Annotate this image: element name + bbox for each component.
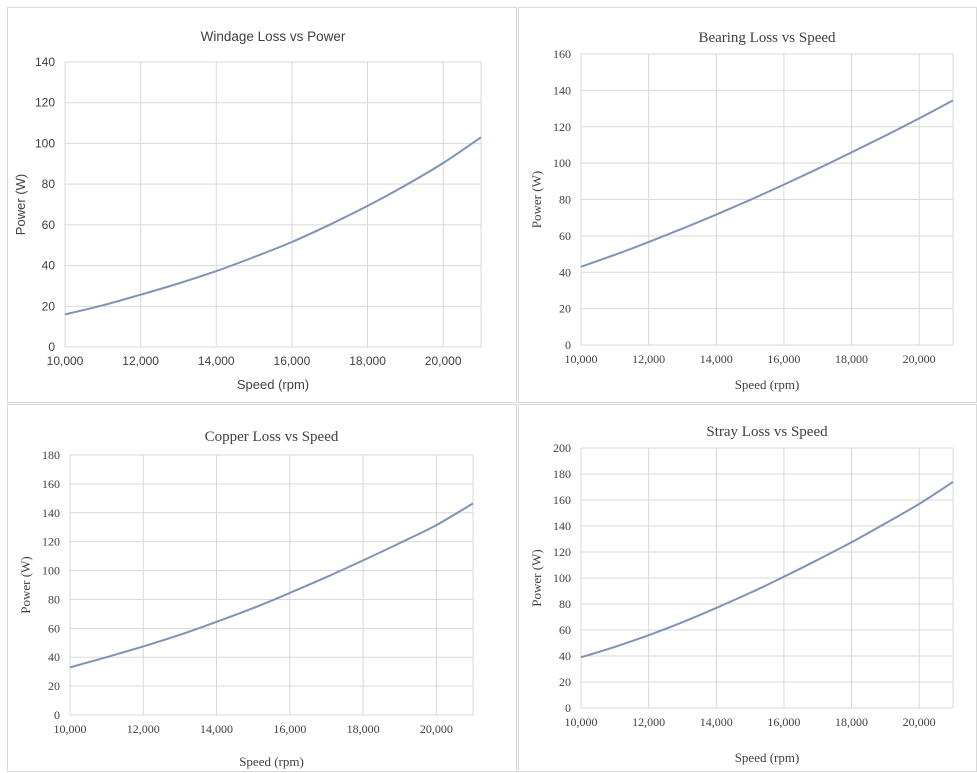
y-tick-label: 140 [553,519,571,533]
y-tick-label: 40 [559,265,571,279]
stray-y-axis-label: Power (W) [529,549,544,606]
copper-x-axis-label: Speed (rpm) [239,754,304,769]
x-tick-label: 16,000 [274,354,311,368]
windage-chart-svg: 0 20 40 60 80 100 120 140 10,000 12,000 14,000 16,0… [13,29,482,392]
y-tick-label: 120 [35,96,55,110]
y-tick-label: 140 [42,506,60,520]
y-tick-label: 100 [553,571,571,585]
y-tick-label: 100 [42,564,60,578]
windage-gridlines [64,61,482,348]
x-tick-label: 20,000 [903,715,936,729]
y-tick-label: 60 [48,621,60,635]
y-tick-label: 160 [553,47,571,61]
x-tick-label: 12,000 [632,352,665,366]
y-tick-label: 200 [553,441,571,455]
y-tick-label: 20 [48,679,60,693]
x-tick-label: 12,000 [127,722,160,736]
copper-y-axis-label: Power (W) [18,556,33,613]
x-tick-label: 18,000 [349,354,386,368]
y-tick-label: 60 [559,229,571,243]
x-tick-label: 10,000 [565,352,598,366]
y-tick-label: 60 [559,623,571,637]
y-tick-label: 80 [42,177,56,191]
x-tick-label: 10,000 [47,354,84,368]
x-tick-label: 10,000 [565,715,598,729]
x-tick-label: 14,000 [198,354,235,368]
y-tick-label: 20 [559,675,571,689]
y-tick-label: 0 [565,338,571,352]
stray-chart-title: Stray Loss vs Speed [706,424,828,440]
y-tick-label: 120 [553,545,571,559]
x-tick-label: 14,000 [700,352,733,366]
bearing-chart-svg: 0 20 40 60 80 100 120 140 160 10,000 12,000 14,000 1… [529,30,954,392]
y-tick-label: 140 [35,55,55,69]
stray-series-line [580,480,954,659]
y-tick-label: 80 [559,193,571,207]
copper-gridlines [69,454,474,716]
x-tick-label: 14,000 [200,722,233,736]
y-tick-label: 60 [42,218,56,232]
x-tick-label: 12,000 [632,715,665,729]
x-tick-label: 20,000 [420,722,453,736]
x-tick-label: 18,000 [347,722,380,736]
windage-chart-title: Windage Loss vs Power [201,29,346,44]
y-tick-label: 20 [42,299,56,313]
y-tick-label: 40 [48,650,60,664]
copper-chart-svg: 0 20 40 60 80 100 120 140 160 180 10,000 12,000 14,0… [18,429,474,769]
x-tick-label: 20,000 [425,354,462,368]
y-tick-label: 160 [42,477,60,491]
y-tick-label: 40 [559,649,571,663]
copper-chart-title: Copper Loss vs Speed [205,429,339,445]
y-tick-label: 100 [553,156,571,170]
y-tick-label: 0 [565,701,571,715]
stray-chart-svg: 0 20 40 60 80 100 120 140 160 180 200 10,000 12,000 1… [529,424,954,765]
x-tick-label: 14,000 [700,715,733,729]
y-tick-label: 80 [559,597,571,611]
bearing-x-axis-label: Speed (rpm) [735,377,800,392]
bearing-y-axis-label: Power (W) [529,171,544,228]
copper-series-line [69,502,474,669]
y-tick-label: 100 [35,136,55,150]
chart-panel-stray: 0 20 40 60 80 100 120 140 160 180 200 10,000 12,000 1… [518,404,977,772]
y-tick-label: 120 [42,535,60,549]
y-tick-label: 80 [48,592,60,606]
chart-panel-copper: 0 20 40 60 80 100 120 140 160 180 10,000 12,000 14,0… [7,404,517,772]
x-tick-label: 20,000 [903,352,936,366]
y-tick-label: 160 [553,493,571,507]
x-tick-label: 12,000 [122,354,159,368]
y-tick-label: 140 [553,83,571,97]
x-tick-label: 16,000 [767,352,800,366]
y-tick-label: 0 [54,708,60,722]
bearing-gridlines [580,53,954,346]
windage-y-axis-label: Power (W) [13,174,28,235]
bearing-chart-title: Bearing Loss vs Speed [698,30,836,46]
y-tick-label: 180 [42,448,60,462]
chart-panel-windage: 0 20 40 60 80 100 120 140 10,000 12,000 14,000 16,0… [7,7,517,403]
x-tick-label: 16,000 [273,722,306,736]
x-tick-label: 16,000 [767,715,800,729]
y-tick-label: 20 [559,302,571,316]
y-tick-label: 180 [553,467,571,481]
chart-panel-bearing: 0 20 40 60 80 100 120 140 160 10,000 12,000 14,000 1… [518,7,977,403]
y-tick-label: 40 [42,259,56,273]
windage-x-axis-label: Speed (rpm) [237,377,309,392]
x-tick-label: 18,000 [835,352,868,366]
stray-x-axis-label: Speed (rpm) [735,750,800,765]
bearing-series-line [580,99,954,268]
y-tick-label: 120 [553,120,571,134]
stray-gridlines [580,447,954,709]
y-tick-label: 0 [48,340,55,354]
x-tick-label: 18,000 [835,715,868,729]
windage-series-line [64,136,482,316]
x-tick-label: 10,000 [54,722,87,736]
